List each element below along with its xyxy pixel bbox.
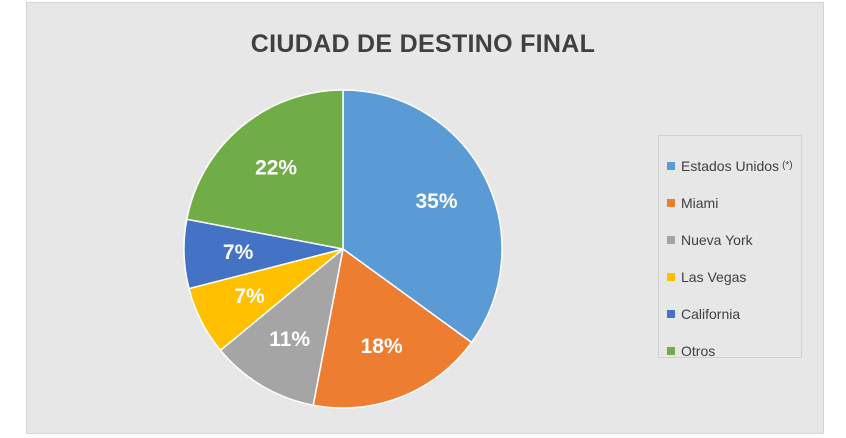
pie-slice-estados-unidos: [342, 89, 503, 344]
legend-item-estados-unidos: Estados Unidos (*): [667, 147, 801, 184]
legend-swatch: [667, 346, 675, 355]
legend-label: Otros: [681, 342, 716, 359]
data-label-nueva-york: 11%: [269, 328, 310, 351]
legend-footnote-marker: (*): [782, 160, 793, 171]
legend-label: Estados Unidos: [681, 157, 780, 174]
legend-label: Las Vegas: [681, 268, 747, 285]
legend-item-miami: Miami: [667, 184, 801, 221]
legend-item-california: California: [667, 295, 801, 332]
pie-slice-nueva-york: [219, 247, 345, 407]
legend-swatch: [667, 161, 675, 170]
legend-swatch: [667, 272, 675, 281]
legend-item-las-vegas: Las Vegas: [667, 258, 801, 295]
legend-item-nueva-york: Nueva York: [667, 221, 801, 258]
legend-label: California: [681, 305, 741, 322]
legend-swatch: [667, 309, 675, 318]
legend: Estados Unidos (*) Miami Nueva York Las Vega…: [658, 135, 802, 359]
legend-label: Nueva York: [681, 231, 753, 248]
data-label-otros: 22%: [255, 157, 297, 180]
legend-label: Miami: [681, 194, 719, 211]
data-label-las-vegas: 7%: [234, 285, 265, 308]
pie-slice-otros: [185, 89, 344, 250]
pie-slice-miami: [312, 247, 473, 409]
data-label-miami: 18%: [361, 335, 403, 358]
chart-title: CIUDAD DE DESTINO FINAL: [250, 30, 596, 58]
data-label-california: 7%: [223, 241, 254, 264]
legend-swatch: [667, 235, 675, 244]
legend-item-otros: Otros: [667, 332, 801, 369]
legend-swatch: [667, 198, 675, 207]
data-label-estados-unidos: 35%: [415, 190, 457, 213]
